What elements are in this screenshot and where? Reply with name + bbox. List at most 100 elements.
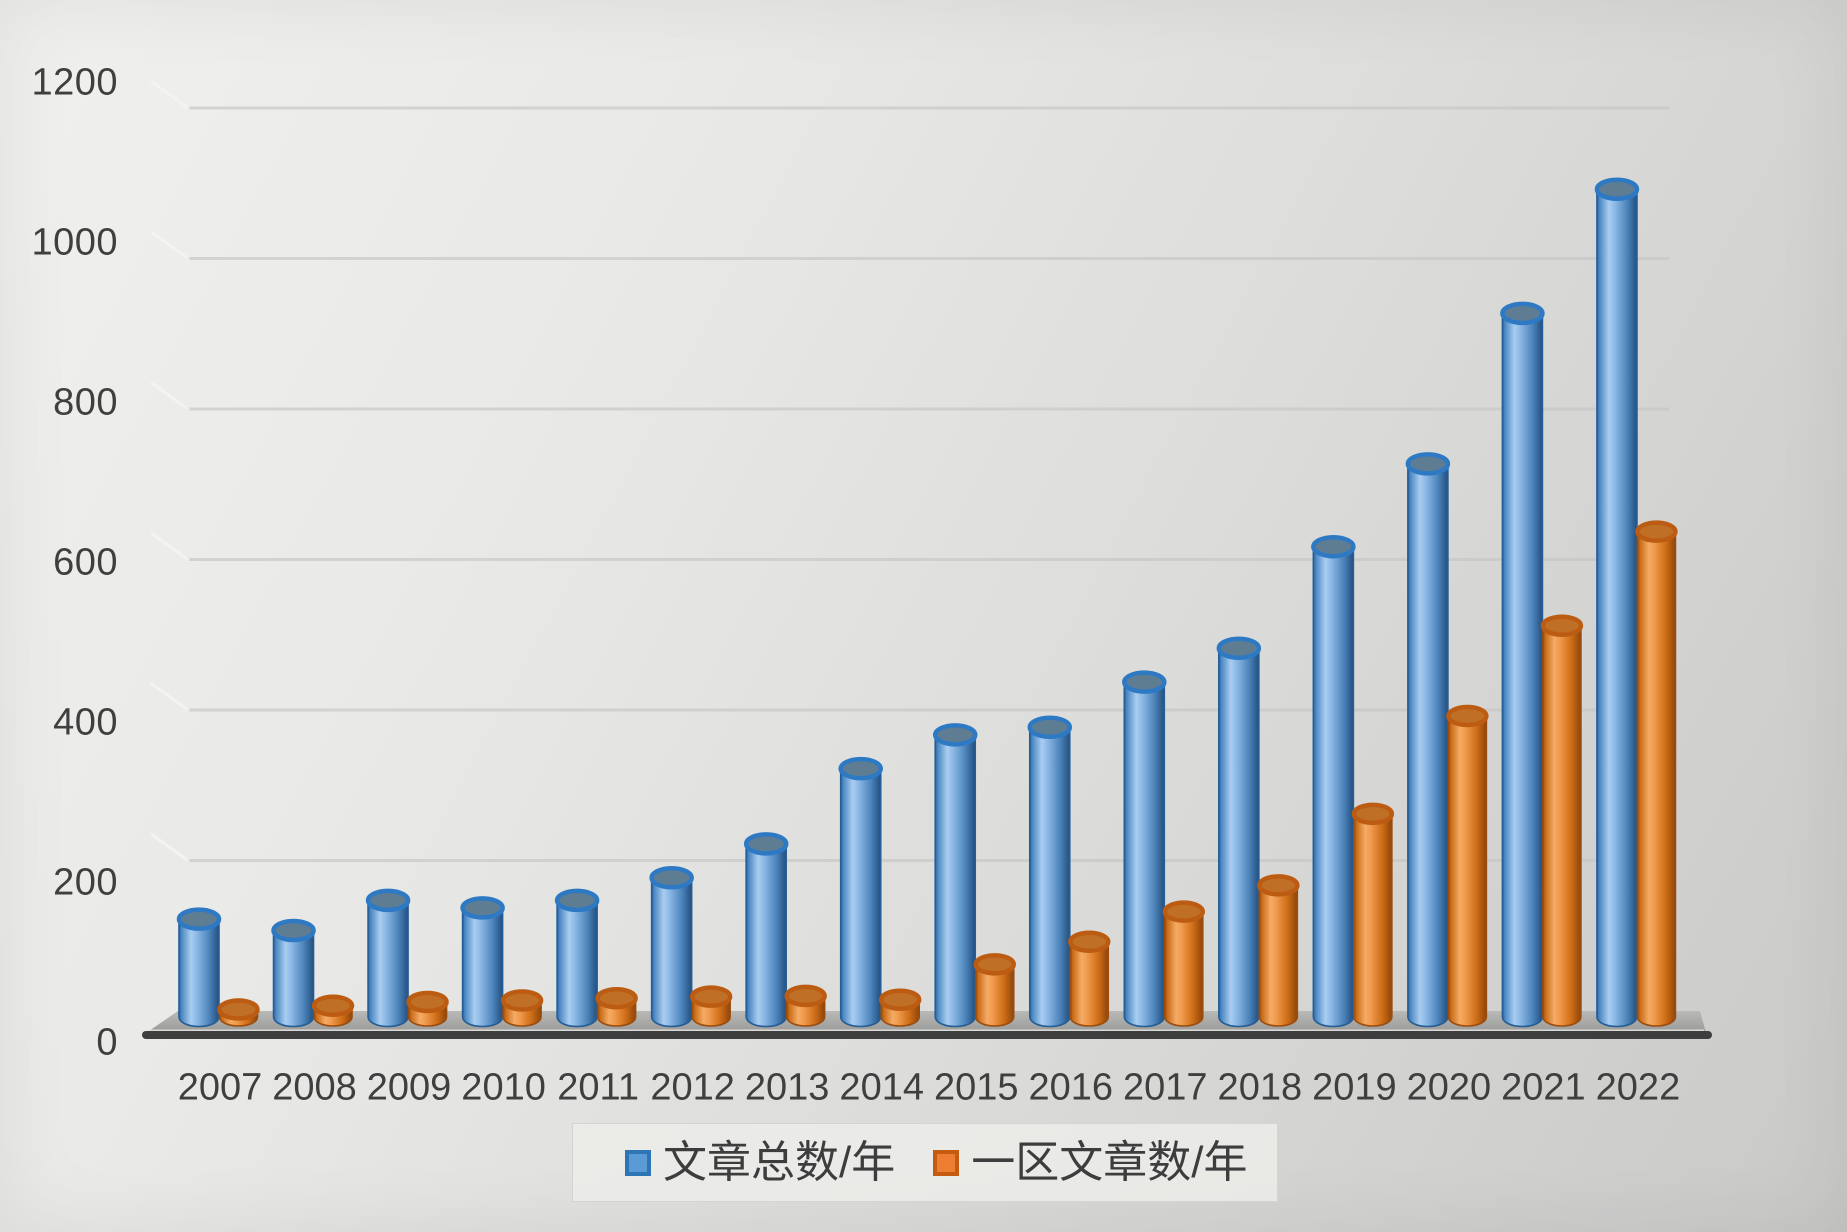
bar-zone1-2014-top: [878, 988, 922, 1011]
bar-total-2011-top: [554, 888, 600, 913]
bar-total-2012[interactable]: [649, 866, 694, 1028]
bar-zone1-2016[interactable]: [1068, 930, 1111, 1027]
x-tick-2009: 2009: [366, 1066, 452, 1109]
bar-zone1-2013[interactable]: [784, 984, 827, 1027]
bar-zone1-2021-body: [1542, 624, 1582, 1027]
bar-zone1-2022[interactable]: [1635, 520, 1678, 1027]
bar-zone1-2012[interactable]: [689, 985, 733, 1027]
bar-zone1-2015[interactable]: [973, 953, 1016, 1027]
gridline-bend-600: [150, 532, 190, 561]
bar-total-2017[interactable]: [1122, 670, 1167, 1028]
bar-zone1-2017-body: [1164, 910, 1204, 1027]
bar-total-2008[interactable]: [271, 918, 316, 1028]
bar-total-2019[interactable]: [1311, 534, 1356, 1028]
bar-zone1-2020-body: [1447, 715, 1488, 1027]
bar-total-2016-top: [1027, 715, 1073, 740]
bar-zone1-2020-top: [1446, 704, 1489, 728]
y-tick-0: 0: [96, 1021, 118, 1064]
bar-zone1-2007[interactable]: [217, 998, 260, 1027]
bar-total-2018[interactable]: [1216, 636, 1262, 1028]
y-tick-200: 200: [53, 861, 118, 904]
bar-total-2010-body: [461, 907, 504, 1028]
bar-zone1-2009-top: [406, 990, 449, 1014]
x-tick-2014: 2014: [839, 1066, 924, 1109]
bar-total-2016-body: [1028, 726, 1071, 1028]
gridline-bend-200: [150, 833, 190, 862]
bar-total-2018-body: [1218, 647, 1260, 1028]
bar-total-2021[interactable]: [1500, 301, 1545, 1028]
bar-total-2010[interactable]: [460, 896, 505, 1028]
bar-zone1-2013-top: [784, 984, 827, 1008]
bar-total-2017-top: [1122, 670, 1167, 694]
y-tick-1200: 1200: [31, 61, 118, 104]
x-tick-2016: 2016: [1028, 1066, 1114, 1109]
legend-swatch-zone1-icon: [933, 1149, 960, 1176]
bar-zone1-2019-body: [1353, 813, 1393, 1027]
bar-total-2016[interactable]: [1027, 715, 1073, 1028]
bar-total-2012-body: [650, 876, 693, 1028]
bar-zone1-2010[interactable]: [500, 989, 544, 1027]
bar-total-2015-top: [932, 723, 978, 747]
x-tick-2010: 2010: [461, 1066, 546, 1109]
bar-total-2019-top: [1311, 534, 1356, 559]
legend-item-total[interactable]: 文章总数/年: [625, 1137, 896, 1187]
bar-zone1-2008[interactable]: [311, 994, 355, 1027]
bar-zone1-2007-top: [217, 998, 260, 1021]
bar-total-2019-body: [1312, 545, 1355, 1028]
bar-zone1-2008-top: [311, 994, 355, 1017]
bar-total-2007-body: [178, 918, 220, 1028]
x-tick-2013: 2013: [744, 1066, 830, 1109]
bar-total-2013[interactable]: [743, 832, 789, 1028]
bar-total-2022-top: [1594, 177, 1640, 201]
x-tick-2011: 2011: [557, 1066, 639, 1109]
bar-zone1-2011-top: [595, 986, 638, 1010]
x-tick-2019: 2019: [1312, 1066, 1397, 1109]
bar-zone1-2009[interactable]: [406, 990, 449, 1027]
bar-total-2008-top: [271, 918, 316, 943]
bar-zone1-2014[interactable]: [878, 988, 922, 1027]
bar-zone1-2011[interactable]: [595, 986, 638, 1027]
bar-total-2015[interactable]: [932, 723, 978, 1028]
gridline-bend-1000: [150, 231, 190, 260]
bar-total-2012-top: [649, 866, 694, 890]
bar-zone1-2017-top: [1162, 900, 1206, 923]
bar-zone1-2020[interactable]: [1446, 704, 1489, 1027]
bar-total-2021-body: [1501, 312, 1544, 1028]
bar-total-2020-body: [1407, 463, 1449, 1028]
bar-zone1-2019[interactable]: [1351, 802, 1395, 1027]
bar-total-2009[interactable]: [365, 888, 411, 1028]
x-tick-2021: 2021: [1501, 1066, 1586, 1109]
bar-total-2022-body: [1596, 188, 1638, 1028]
bar-zone1-2022-top: [1635, 520, 1678, 543]
bar-zone1-2018-top: [1257, 874, 1300, 897]
bar-zone1-2021[interactable]: [1540, 614, 1584, 1027]
bar-total-2011[interactable]: [554, 888, 600, 1028]
bar-zone1-2019-top: [1351, 802, 1395, 826]
bar-total-2011-body: [556, 899, 598, 1028]
bar-total-2022[interactable]: [1594, 177, 1640, 1028]
gridline-bend-800: [150, 381, 190, 411]
bar-total-2020[interactable]: [1405, 452, 1451, 1028]
bar-total-2007-top: [176, 907, 222, 931]
bar-total-2007[interactable]: [176, 907, 222, 1028]
y-tick-400: 400: [53, 701, 118, 744]
legend-label-zone1: 一区文章数/年: [971, 1137, 1248, 1187]
legend: 文章总数/年 一区文章数/年: [572, 1123, 1278, 1202]
bar-total-2009-top: [365, 888, 411, 913]
bar-zone1-2021-top: [1540, 614, 1584, 637]
bar-zone1-2018[interactable]: [1257, 874, 1300, 1027]
gridline-bend-400: [150, 682, 190, 712]
bar-total-2014[interactable]: [838, 756, 883, 1028]
bar-zone1-2017[interactable]: [1162, 900, 1206, 1027]
y-tick-600: 600: [53, 541, 118, 584]
gridlines: [150, 80, 1670, 862]
x-tick-2008: 2008: [272, 1066, 357, 1109]
legend-item-zone1[interactable]: 一区文章数/年: [933, 1137, 1248, 1187]
gridline-bend-1200: [150, 80, 190, 110]
bar-zone1-2018-body: [1258, 884, 1299, 1027]
legend-swatch-total-icon: [625, 1149, 651, 1176]
legend-label-total: 文章总数/年: [663, 1137, 896, 1187]
bar-total-2009-body: [367, 899, 409, 1028]
